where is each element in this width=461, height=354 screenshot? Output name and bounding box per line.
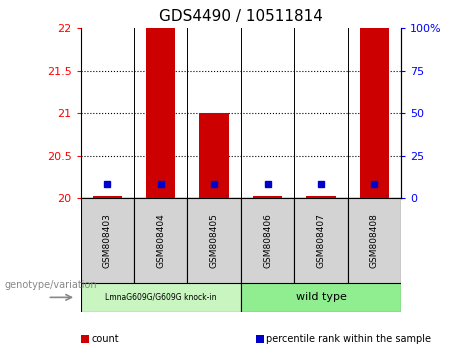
Text: GSM808403: GSM808403 (103, 213, 112, 268)
Bar (188, 198, 241, 283)
Text: count: count (91, 334, 119, 344)
Bar (348, 198, 401, 283)
Bar (253, 196, 282, 198)
Bar (241, 283, 401, 312)
Text: genotype/variation: genotype/variation (5, 280, 97, 290)
Bar (134, 198, 188, 283)
Bar (200, 113, 229, 198)
Text: GSM808407: GSM808407 (316, 213, 325, 268)
Text: GSM808406: GSM808406 (263, 213, 272, 268)
Bar (81, 198, 134, 283)
Text: LmnaG609G/G609G knock-in: LmnaG609G/G609G knock-in (105, 293, 217, 302)
Bar (81, 283, 241, 312)
Text: GSM808404: GSM808404 (156, 213, 165, 268)
Text: GSM808405: GSM808405 (210, 213, 219, 268)
Bar (306, 196, 336, 198)
Text: percentile rank within the sample: percentile rank within the sample (266, 334, 431, 344)
Bar (241, 198, 294, 283)
Bar (93, 196, 122, 198)
Text: GSM808408: GSM808408 (370, 213, 379, 268)
Text: wild type: wild type (296, 292, 346, 302)
Bar (146, 28, 176, 198)
Title: GDS4490 / 10511814: GDS4490 / 10511814 (159, 9, 323, 24)
Bar (360, 28, 389, 198)
Bar (294, 198, 348, 283)
